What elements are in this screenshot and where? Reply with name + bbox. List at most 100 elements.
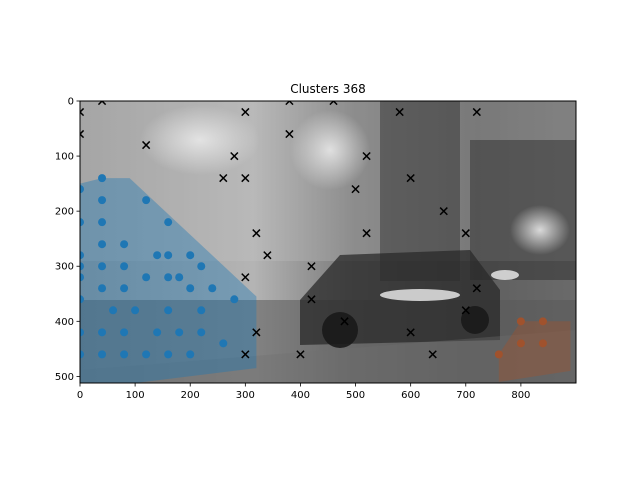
x-tick-label: 600 [401,390,420,401]
noise-point [362,229,371,238]
cluster-0-point [153,251,162,260]
cluster-0-point [164,218,173,227]
x-tick-label: 800 [511,390,530,401]
x-tick-label: 400 [291,390,310,401]
cluster-0-point [142,273,151,282]
cluster-0-point [175,328,184,337]
noise-point [285,129,294,139]
noise-point [241,273,250,282]
cluster-1-point [538,339,547,348]
x-tick-label: 300 [236,390,255,401]
noise-point [439,207,448,216]
cluster-0-point [98,328,107,337]
y-tick-label: 500 [55,372,74,383]
noise-point [472,284,481,293]
cluster-0-point [98,240,107,249]
cluster-0-point [142,196,151,205]
cluster-0-point [175,273,184,282]
noise-point [142,140,151,150]
cluster-0-point [120,240,129,249]
cluster-0-point [164,306,173,315]
cluster-0-point [98,284,107,293]
cluster-0-point [80,185,84,194]
noise-point [219,173,228,183]
cluster-0-point [120,328,129,337]
chart-title: Clusters 368 [290,82,366,96]
noise-point [461,229,470,238]
cluster-0-point [142,350,151,359]
cluster-0-point [80,328,84,337]
axes-frame [79,100,577,384]
noise-point [241,107,250,117]
noise-point [80,107,85,117]
cluster-0-point [197,262,206,271]
y-axis: 0 100 200 300 400 500 [55,97,80,383]
cluster-0-point [80,262,84,271]
cluster-1-point [494,350,503,359]
noise-point [329,101,338,106]
x-tick-label: 500 [346,390,365,401]
cluster-0-point [80,273,84,282]
noise-point [263,251,272,260]
y-tick-label: 200 [55,207,74,218]
cluster-0-point [98,350,107,359]
cluster-0-point [230,295,239,304]
cluster-0-point [80,251,84,260]
noise-point [252,229,261,238]
cluster-0-point [120,262,129,271]
noise-point [307,295,316,304]
y-tick-label: 300 [55,262,74,273]
noise-point [340,317,349,326]
cluster-0-point [164,251,173,260]
x-tick-label: 200 [181,390,200,401]
plot-area [80,101,576,383]
cluster-0-point [131,306,140,315]
noise-point [395,107,404,117]
cluster-0-point [197,328,206,337]
y-tick-label: 100 [55,152,74,163]
cluster-0-point [98,174,107,183]
cluster-0-point [120,284,129,293]
cluster-0-point [109,306,118,315]
cluster-0-point [164,350,173,359]
noise-point [230,151,239,161]
y-tick-label: 0 [68,97,74,108]
cluster-0-point [120,350,129,359]
noise-point [307,262,316,271]
cluster-0-point [98,218,107,227]
noise-point [428,350,437,359]
noise-point [461,306,470,315]
cluster-0-point [80,218,84,227]
cluster-1-point [516,317,525,326]
noise-point [241,173,250,183]
x-tick-label: 700 [456,390,475,401]
cluster-0-point [80,295,84,304]
noise-point [241,350,250,359]
noise-point [97,101,107,106]
cluster-0-point [164,273,173,282]
x-tick-label: 100 [126,390,145,401]
background-photo [80,101,576,383]
y-tick-label: 400 [55,317,74,328]
cluster-0-point [98,196,107,205]
cluster-hull-1 [498,321,571,382]
noise-point [406,173,415,183]
noise-point [351,184,360,194]
cluster-0-point [80,350,84,359]
cluster-1-point [538,317,547,326]
x-tick-label: 0 [77,390,83,401]
cluster-0-point [219,339,228,348]
cluster-0-point [208,284,217,293]
noise-point [80,129,85,139]
cluster-0-point [98,262,107,271]
cluster-0-point [186,284,195,293]
noise-point [252,328,261,337]
noise-point [472,107,481,117]
cluster-0-point [153,328,162,337]
noise-point [296,350,305,359]
cluster-0-point [197,306,206,315]
noise-point [362,151,371,161]
cluster-1-point [516,339,525,348]
cluster-0-point [186,251,195,260]
